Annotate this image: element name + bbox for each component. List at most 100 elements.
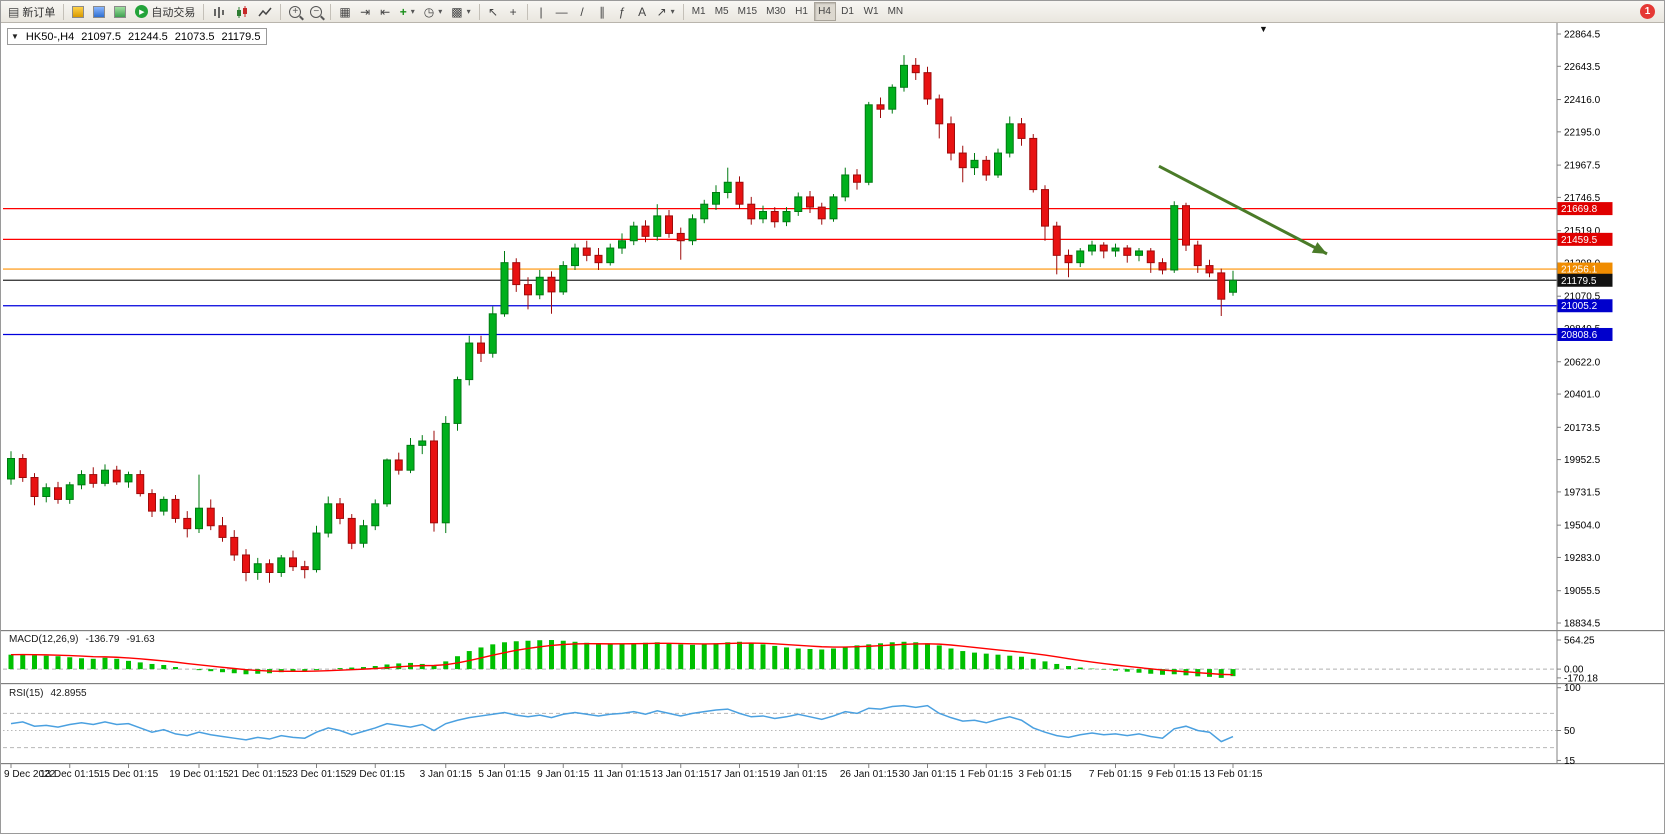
svg-text:19504.0: 19504.0 [1564, 521, 1601, 532]
cursor-tool-button[interactable]: ↖ [484, 2, 503, 21]
panel-dividers[interactable] [1, 23, 1665, 765]
svg-text:5 Jan 01:15: 5 Jan 01:15 [478, 769, 531, 780]
chart-shift-icon: ⇤ [380, 4, 391, 19]
timeframe-m30[interactable]: M30 [762, 2, 789, 21]
svg-text:13 Dec 01:15: 13 Dec 01:15 [40, 769, 100, 780]
tile-windows-button[interactable]: ▦ [335, 2, 354, 21]
arrows-tool-button[interactable]: ↗ ▾ [653, 2, 679, 21]
svg-text:50: 50 [1564, 726, 1576, 737]
toolbar-separator [203, 3, 205, 20]
svg-text:21519.0: 21519.0 [1564, 226, 1601, 237]
auto-trading-button[interactable]: ▶ 自动交易 [131, 2, 199, 21]
timeframe-w1[interactable]: W1 [860, 2, 883, 21]
new-order-icon: ▤ [8, 4, 20, 19]
svg-text:1 Feb 01:15: 1 Feb 01:15 [960, 769, 1014, 780]
crosshair-tool-button[interactable]: + [504, 2, 523, 21]
svg-text:17 Jan 01:15: 17 Jan 01:15 [711, 769, 769, 780]
chevron-down-icon: ▾ [438, 7, 443, 16]
svg-text:7 Feb 01:15: 7 Feb 01:15 [1089, 769, 1143, 780]
text-icon: A [638, 4, 647, 19]
zoom-out-icon: − [310, 5, 323, 18]
svg-text:19731.5: 19731.5 [1564, 487, 1601, 498]
chart-top-marker-icon: ▼ [1259, 24, 1268, 34]
timeframe-h1[interactable]: H1 [791, 2, 813, 21]
timeframe-m5[interactable]: M5 [711, 2, 733, 21]
macd-panel: 564.25 0.00-170.18 [3, 636, 1598, 684]
svg-text:19 Dec 01:15: 19 Dec 01:15 [169, 769, 229, 780]
trend-arrow[interactable] [1158, 164, 1328, 256]
market-watch-icon [72, 5, 85, 18]
ohlc-low: 21073.5 [174, 30, 215, 43]
svg-text:3 Feb 01:15: 3 Feb 01:15 [1018, 769, 1072, 780]
rsi-indicator-label: RSI(15) 42.8955 [9, 688, 87, 699]
price-level-lines[interactable]: 21669.8 21459.5 21256.1 21005.2 20808.6 21179… [3, 202, 1613, 341]
svg-text:19283.0: 19283.0 [1564, 553, 1601, 564]
auto-scroll-button[interactable]: ⇥ [356, 2, 375, 21]
timeframe-h4[interactable]: H4 [813, 2, 836, 21]
market-watch-button[interactable] [68, 2, 88, 21]
toolbar-separator [682, 3, 684, 20]
svg-text:19952.5: 19952.5 [1564, 455, 1601, 466]
candlestick-chart-icon [237, 5, 248, 18]
svg-text:20808.6: 20808.6 [1561, 330, 1598, 341]
candlestick-chart-button[interactable] [231, 2, 253, 21]
macd-value-main: -136.79 [85, 634, 120, 645]
data-window-button[interactable] [89, 2, 109, 21]
line-chart-button[interactable] [254, 2, 276, 21]
svg-text:9 Feb 01:15: 9 Feb 01:15 [1148, 769, 1202, 780]
svg-text:26 Jan 01:15: 26 Jan 01:15 [840, 769, 898, 780]
bar-chart-button[interactable] [208, 2, 230, 21]
indicators-icon: + [399, 4, 407, 19]
svg-text:21746.5: 21746.5 [1564, 193, 1601, 204]
timeframe-m1[interactable]: M1 [688, 2, 710, 21]
trendline-tool-button[interactable]: / [573, 2, 592, 21]
fibonacci-tool-button[interactable]: ƒ [613, 2, 632, 21]
arrow-icon: ↗ [656, 4, 667, 19]
toolbar-separator [280, 3, 282, 20]
candlestick-series [7, 55, 1237, 583]
horizontal-line-icon: — [555, 4, 568, 19]
svg-text:9 Dec 2022: 9 Dec 2022 [4, 769, 56, 780]
tile-windows-icon: ▦ [339, 4, 351, 19]
timeframe-m15[interactable]: M15 [734, 2, 761, 21]
channel-tool-button[interactable]: ∥ [593, 2, 612, 21]
zoom-in-button[interactable]: + [285, 2, 305, 21]
svg-text:11 Jan 01:15: 11 Jan 01:15 [593, 769, 651, 780]
svg-text:21669.8: 21669.8 [1561, 204, 1598, 215]
chart-canvas[interactable]: 22864.5 22643.5 22416.0 22195.0 21967.5 21746… [1, 23, 1665, 834]
symbol-dropdown-icon[interactable]: ▼ [11, 32, 19, 41]
channel-icon: ∥ [599, 4, 606, 19]
zoom-in-icon: + [289, 5, 302, 18]
chart-shift-button[interactable]: ⇤ [376, 2, 395, 21]
chart-info-box: ▼ HK50-,H4 21097.5 21244.5 21073.5 21179… [7, 28, 268, 45]
svg-text:20173.5: 20173.5 [1564, 423, 1601, 434]
horizontal-line-tool-button[interactable]: — [552, 2, 572, 21]
svg-text:15: 15 [1564, 756, 1576, 767]
svg-text:21459.5: 21459.5 [1561, 235, 1598, 246]
notification-badge[interactable]: 1 [1640, 4, 1655, 19]
chevron-down-icon: ▾ [466, 7, 471, 16]
svg-text:19055.5: 19055.5 [1564, 586, 1601, 597]
timeframe-d1[interactable]: D1 [837, 2, 859, 21]
svg-text:22195.0: 22195.0 [1564, 127, 1601, 138]
chart-symbol-period: HK50-,H4 [25, 30, 75, 43]
data-window-icon [93, 5, 106, 18]
vertical-line-tool-button[interactable]: | [532, 2, 551, 21]
navigator-button[interactable] [110, 2, 130, 21]
indicators-button[interactable]: + ▾ [396, 2, 419, 21]
trendline-icon: / [580, 4, 584, 19]
svg-text:20401.0: 20401.0 [1564, 390, 1601, 401]
periods-button[interactable]: ◷ ▾ [420, 2, 447, 21]
timeframe-mn[interactable]: MN [884, 2, 908, 21]
templates-button[interactable]: ▩ ▾ [447, 2, 474, 21]
ohlc-close: 21179.5 [221, 30, 261, 43]
svg-text:15 Dec 01:15: 15 Dec 01:15 [99, 769, 159, 780]
ohlc-high: 21244.5 [127, 30, 168, 43]
cursor-icon: ↖ [488, 4, 499, 19]
svg-text:22864.5: 22864.5 [1564, 30, 1601, 41]
text-tool-button[interactable]: A [633, 2, 652, 21]
new-order-button[interactable]: ▤ 新订单 [4, 2, 59, 21]
zoom-out-button[interactable]: − [306, 2, 326, 21]
